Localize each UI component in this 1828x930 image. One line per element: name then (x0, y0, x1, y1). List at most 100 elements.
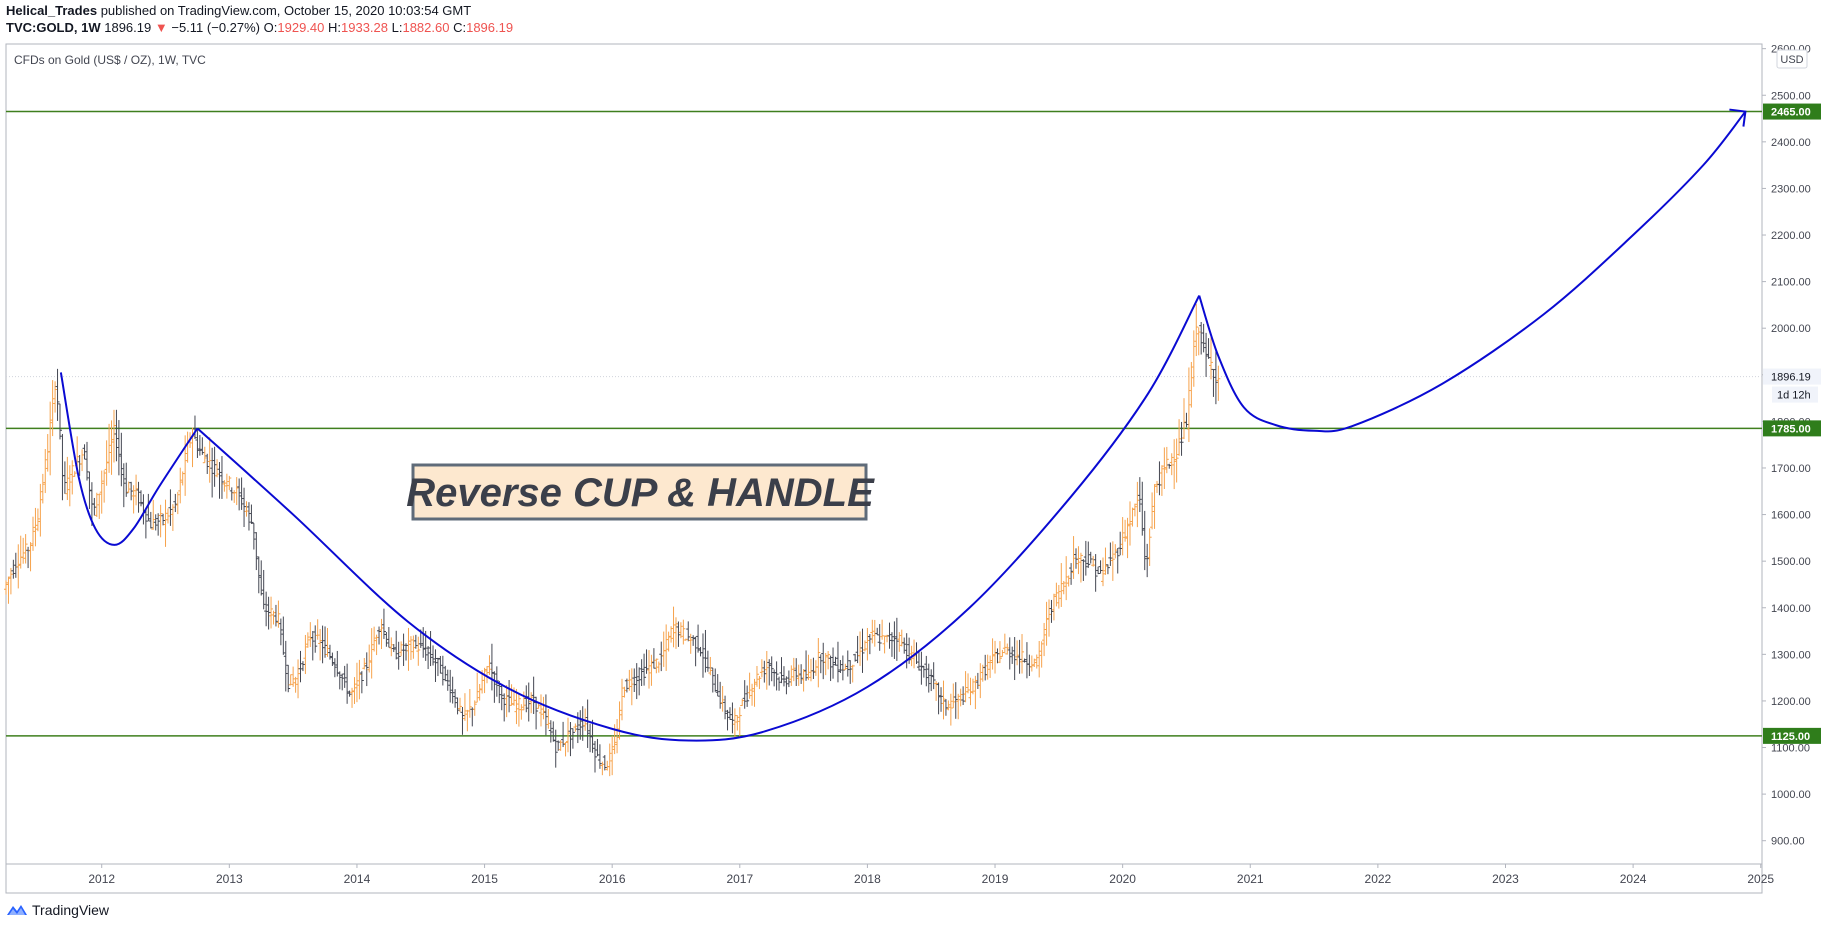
ohlc-bar (256, 556, 261, 594)
ohlc-bar (485, 666, 490, 684)
ohlc-bar (278, 618, 283, 646)
ohlc-bar (269, 596, 274, 629)
ohlc-bar (126, 481, 131, 493)
time-axis[interactable]: 2012 2013 2014 2015 2016 2017 2018 2019 2020 2021… (88, 864, 1774, 886)
ohlc-bar (828, 655, 833, 682)
ohlc-bar (114, 409, 119, 462)
author-name[interactable]: Helical_Trades (6, 3, 98, 18)
currency-button-label: USD (1780, 54, 1803, 66)
ohlc-bar (163, 499, 168, 547)
ohlc-bar (649, 654, 654, 686)
ohlc-bar (499, 683, 504, 711)
ohlc-bar (391, 644, 396, 653)
tradingview-brand[interactable]: TradingView (6, 902, 109, 918)
ohlc-bar (377, 626, 382, 645)
ohlc-bar (504, 684, 509, 718)
ohlc-bar (200, 437, 205, 455)
ohlc-bar (794, 658, 799, 687)
ohlc-bar (119, 432, 124, 487)
x-tick-label: 2025 (1747, 872, 1774, 886)
ohlc-bar (453, 689, 458, 708)
last-price-value: 1896.19 (104, 20, 152, 35)
ohlc-bar (993, 640, 998, 674)
y-tick-label: 1000.00 (1771, 789, 1811, 801)
ohlc-bar (772, 669, 777, 687)
ohlc-bar (838, 660, 843, 673)
ohlc-bar (426, 646, 431, 670)
annotation-background (411, 463, 868, 521)
y-tick-label: 1100.00 (1771, 743, 1810, 755)
ohlc-bar (72, 471, 77, 477)
ohlc-bar (406, 627, 411, 671)
ohlc-bar (1216, 365, 1221, 401)
ohlc-bar (619, 678, 624, 721)
ohlc-bar (18, 535, 23, 569)
currency-button[interactable]: USD (1776, 49, 1808, 69)
ohlc-bar (651, 648, 656, 669)
publish-text: published on TradingView.com, October 15… (100, 3, 472, 18)
ohlc-bar (639, 659, 644, 686)
ohlc-bar (232, 490, 237, 503)
ohlc-bar (1201, 323, 1206, 353)
ohlc-bar (686, 621, 691, 642)
countdown-label: 1d 12h (1777, 390, 1811, 402)
ohlc-bar (720, 685, 725, 712)
x-tick-label: 2018 (854, 872, 881, 886)
y-tick-label: 2400.00 (1771, 137, 1811, 149)
ohlc-bar (946, 700, 951, 711)
ohlc-bar (460, 707, 465, 735)
ohlc-bar (104, 440, 109, 486)
ohlc-bar (870, 619, 875, 644)
ohlc-bar (217, 462, 222, 499)
ohlc-bar (926, 663, 931, 693)
level-price-label-bg (1763, 103, 1821, 120)
y-tick-label: 2200.00 (1771, 230, 1811, 242)
ohlc-bar (102, 470, 107, 503)
symbol-ohlc-line: TVC:GOLD, 1W 1896.19 ▼ −5.11 (−0.27%) O:… (6, 20, 513, 35)
ohlc-bar (943, 699, 948, 716)
ohlc-bar (1074, 548, 1079, 569)
ohlc-bar (1128, 501, 1133, 546)
ohlc-bar (818, 654, 823, 674)
ohlc-bar (585, 699, 590, 748)
ohlc-bar (315, 619, 320, 640)
ohlc-bar (212, 446, 217, 487)
ohlc-bar (1167, 463, 1172, 469)
ohlc-bar (448, 669, 453, 703)
ohlc-bar (840, 655, 845, 681)
ohlc-bar (445, 669, 450, 691)
price-axis[interactable]: 900.00 1000.00 1100.00 1200.00 1300.00 1400.0… (1762, 44, 1811, 848)
ohlc-bar (781, 666, 786, 687)
ohlc-bar (931, 662, 936, 690)
ohlc-bar (1017, 639, 1022, 674)
ohlc-bar (170, 504, 175, 531)
ohlc-bar (158, 504, 163, 538)
ohlc-bar (669, 626, 674, 643)
ohlc-bar (28, 542, 33, 572)
ohlc-bar (1061, 580, 1066, 595)
ohlc-bar (789, 665, 794, 686)
ohlc-bar (700, 633, 705, 678)
ohlc-bar (826, 651, 831, 670)
ohlc-bar (1034, 654, 1039, 669)
ohlc-bar (1054, 582, 1059, 607)
ohlc-bar (1039, 641, 1044, 668)
ohlc-bar (615, 718, 620, 754)
ohlc-bar (664, 624, 669, 671)
annotation-box[interactable]: Reverse CUP & HANDLE (406, 463, 875, 521)
ohlc-bar (109, 420, 114, 475)
symbol-label: TVC:GOLD, 1W (6, 20, 101, 35)
ohlc-bar (1022, 658, 1027, 663)
ohlc-bar (642, 653, 647, 686)
ohlc-bar (1002, 633, 1007, 654)
ohlc-bar (646, 650, 651, 689)
ohlc-bar (222, 480, 227, 492)
ohlc-bar (902, 637, 907, 654)
ohlc-bar (227, 475, 232, 490)
ohlc-bar (1113, 544, 1118, 559)
ohlc-bar (404, 643, 409, 661)
ohlc-bar (573, 723, 578, 732)
y-tick-label: 2100.00 (1771, 277, 1811, 289)
ohlc-bar (1196, 327, 1201, 356)
